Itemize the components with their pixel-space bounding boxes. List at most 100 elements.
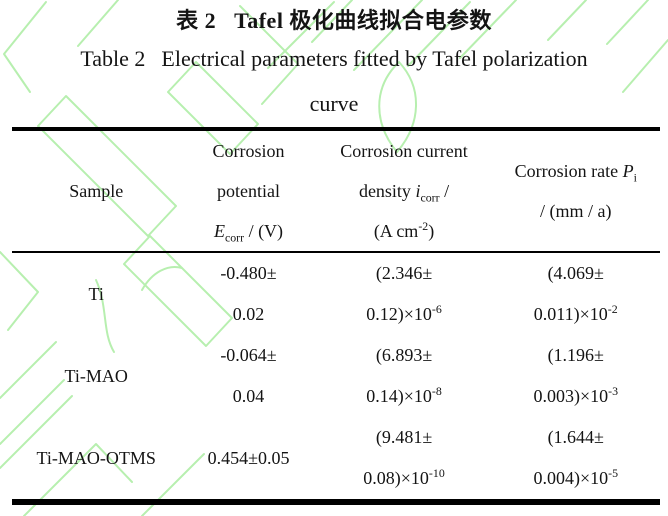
sample-name: Ti: [88, 283, 104, 304]
watermark-stroke: [77, 0, 119, 47]
value-line: (4.069±: [547, 263, 604, 283]
value-line: 0.14)×10-8: [317, 376, 492, 417]
watermark-stroke: [0, 341, 57, 399]
cell-timaootms-sample: Ti-MAO-OTMS: [12, 417, 180, 502]
header-current-line2: density icorr /: [317, 171, 492, 211]
value-base: 0.003)×10: [533, 386, 609, 406]
i-corr-subscript: corr: [420, 190, 440, 205]
header-potential-line3: Ecorr / (V): [180, 211, 316, 251]
cell-timao-current: (6.893± 0.14)×10-8: [317, 335, 492, 417]
caption-english-label: Table 2: [80, 46, 146, 71]
value-exponent: -2: [607, 302, 618, 316]
cell-ti-potential: -0.480± 0.02: [180, 252, 316, 335]
table-header: Sample Corrosion potential Ecorr / (V) C…: [12, 129, 660, 253]
cell-timaootms-current: (9.481± 0.08)×10-10: [317, 417, 492, 502]
watermark-stroke: [95, 279, 115, 353]
current-unit-close: ): [428, 221, 435, 241]
watermark-stroke: [622, 39, 668, 93]
value-line: (1.196±: [547, 345, 604, 365]
watermark-stroke: [0, 379, 65, 445]
caption-chinese: 表 2 Tafel 极化曲线拟合电参数: [0, 5, 668, 37]
value-line: 0.003)×10-3: [492, 376, 661, 417]
value-line: 0.04: [232, 386, 265, 406]
watermark-stroke: [3, 1, 47, 93]
header-current-line3: (A cm-2): [317, 211, 492, 251]
value-line: 0.454±0.05: [207, 447, 290, 468]
sample-name: Ti-MAO-OTMS: [36, 447, 156, 468]
caption-english-line1: Table 2 Electrical parameters fitted by T…: [0, 37, 668, 81]
p-i-symbol: P: [622, 161, 634, 181]
cell-timaootms-potential: 0.454±0.05: [180, 417, 316, 502]
rate-text: Corrosion rate: [514, 161, 623, 181]
value-exponent: -8: [431, 384, 442, 398]
table-row-ti: Ti -0.480± 0.02 (2.346± 0.12)×10-6 (4.06…: [12, 252, 660, 335]
i-corr-symbol: i: [415, 181, 421, 201]
caption-chinese-text: Tafel 极化曲线拟合电参数: [234, 8, 492, 33]
value-base: 0.08)×10: [363, 468, 429, 488]
value-line: (9.481±: [375, 427, 433, 447]
current-slash: /: [439, 181, 450, 201]
table-row-ti-mao: Ti-MAO -0.064± 0.04 (6.893± 0.14)×10-8 (…: [12, 335, 660, 417]
current-unit-exponent: -2: [418, 219, 429, 233]
table-row-ti-mao-otms: Ti-MAO-OTMS 0.454±0.05 (9.481± 0.08)×10-…: [12, 417, 660, 502]
e-corr-symbol: E: [213, 221, 225, 241]
value-line: (2.346±: [375, 263, 433, 283]
value-line: 0.011)×10-2: [492, 294, 661, 335]
watermark-stroke: [141, 453, 205, 516]
header-current-line1: Corrosion current: [340, 141, 468, 161]
header-potential-line1: Corrosion: [212, 141, 285, 161]
header-corrosion-potential: Corrosion potential Ecorr / (V): [180, 129, 317, 253]
value-base: 0.12)×10: [366, 304, 432, 324]
cell-timao-rate: (1.196± 0.003)×10-3: [492, 335, 661, 417]
header-sample-label: Sample: [69, 181, 124, 201]
watermark-stroke: [141, 266, 183, 291]
header-sample: Sample: [12, 129, 181, 253]
watermark-stroke: [606, 0, 649, 45]
header-row: Sample Corrosion potential Ecorr / (V) C…: [12, 129, 660, 253]
value-line: -0.064±: [220, 345, 277, 365]
value-line: -0.480±: [220, 263, 277, 283]
value-base: 0.011)×10: [533, 304, 608, 324]
watermark-stroke: [123, 235, 233, 347]
e-corr-subscript: corr: [224, 230, 245, 245]
caption-english-line2: curve: [309, 91, 359, 116]
table-captions: 表 2 Tafel 极化曲线拟合电参数 Table 2 Electrical par…: [0, 5, 668, 127]
header-corrosion-rate: Corrosion rate Pi / (mm / a): [491, 129, 660, 253]
value-line: 0.12)×10-6: [317, 294, 492, 335]
cell-ti-current: (2.346± 0.12)×10-6: [317, 252, 492, 335]
potential-unit: / (V): [244, 221, 284, 241]
value-exponent: -5: [608, 466, 619, 480]
value-base: 0.004)×10: [533, 468, 609, 488]
value-exponent: -3: [608, 384, 619, 398]
cell-timaootms-rate: (1.644± 0.004)×10-5: [492, 417, 661, 502]
table-body: Ti -0.480± 0.02 (2.346± 0.12)×10-6 (4.06…: [12, 252, 660, 502]
caption-chinese-label: 表 2: [176, 8, 217, 33]
tafel-parameters-table: Sample Corrosion potential Ecorr / (V) C…: [12, 127, 660, 505]
cell-timao-sample: Ti-MAO: [12, 335, 180, 417]
sample-name: Ti-MAO: [64, 365, 128, 386]
cell-timao-potential: -0.064± 0.04: [180, 335, 316, 417]
watermark-stroke: [459, 0, 517, 59]
value-line: 0.08)×10-10: [317, 458, 492, 499]
watermark-stroke: [239, 5, 299, 105]
value-line: 0.02: [232, 304, 265, 324]
header-rate-line2: / (mm / a): [540, 201, 612, 221]
watermark-stroke: [547, 0, 587, 41]
value-base: 0.14)×10: [366, 386, 432, 406]
value-line: (6.893±: [375, 345, 433, 365]
watermark-stroke: [0, 395, 73, 469]
watermark-stroke: [23, 443, 133, 516]
watermark-stroke: [267, 1, 335, 69]
value-line: (1.644±: [547, 427, 604, 447]
cell-ti-rate: (4.069± 0.011)×10-2: [492, 252, 661, 335]
watermark-stroke: [407, 1, 471, 67]
watermark-stroke: [353, 0, 423, 71]
cell-ti-sample: Ti: [12, 252, 180, 335]
current-density-text: density: [358, 181, 416, 201]
value-exponent: -10: [428, 466, 445, 480]
header-corrosion-current: Corrosion current density icorr / (A cm-…: [316, 129, 492, 253]
current-unit-base: (A cm: [373, 221, 419, 241]
value-line: 0.004)×10-5: [492, 458, 661, 499]
header-potential-line2: potential: [217, 181, 280, 201]
